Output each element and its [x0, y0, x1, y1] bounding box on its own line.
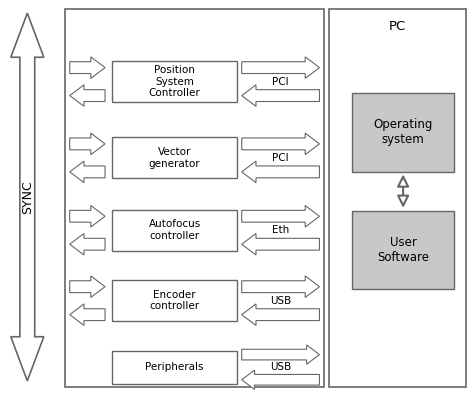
Bar [112, 61, 237, 102]
Text: USB: USB [270, 296, 291, 306]
Bar [353, 211, 454, 289]
Text: User
Software: User Software [377, 236, 429, 264]
Polygon shape [242, 234, 319, 255]
Text: PCI: PCI [272, 76, 289, 87]
Polygon shape [70, 206, 105, 227]
Text: PCI: PCI [272, 153, 289, 163]
Polygon shape [242, 345, 319, 364]
Text: Vector
generator: Vector generator [149, 147, 201, 169]
Bar [112, 210, 237, 251]
Polygon shape [242, 161, 319, 183]
Polygon shape [242, 276, 319, 297]
Polygon shape [70, 304, 105, 325]
Polygon shape [11, 13, 44, 381]
Polygon shape [70, 133, 105, 155]
Polygon shape [70, 276, 105, 297]
Polygon shape [242, 57, 319, 78]
Text: USB: USB [270, 362, 291, 372]
Polygon shape [242, 370, 319, 389]
Polygon shape [70, 57, 105, 78]
Text: Encoder
controller: Encoder controller [149, 290, 200, 312]
Text: Operating
system: Operating system [374, 119, 433, 147]
Text: Autofocus
controller: Autofocus controller [148, 219, 201, 241]
Bar [112, 280, 237, 321]
Polygon shape [70, 234, 105, 255]
Bar [353, 93, 454, 171]
Text: Peripherals: Peripherals [146, 362, 204, 372]
Polygon shape [70, 85, 105, 106]
Bar [112, 138, 237, 178]
Bar [329, 9, 465, 387]
Polygon shape [70, 161, 105, 183]
Text: Eth: Eth [272, 225, 289, 235]
Bar [65, 9, 324, 387]
Text: Position
System
Controller: Position System Controller [149, 65, 201, 98]
Polygon shape [242, 206, 319, 227]
Polygon shape [242, 304, 319, 325]
Polygon shape [242, 133, 319, 155]
Polygon shape [242, 85, 319, 106]
Bar [112, 351, 237, 384]
Text: PC: PC [389, 20, 406, 33]
Text: SYNC: SYNC [21, 180, 34, 214]
